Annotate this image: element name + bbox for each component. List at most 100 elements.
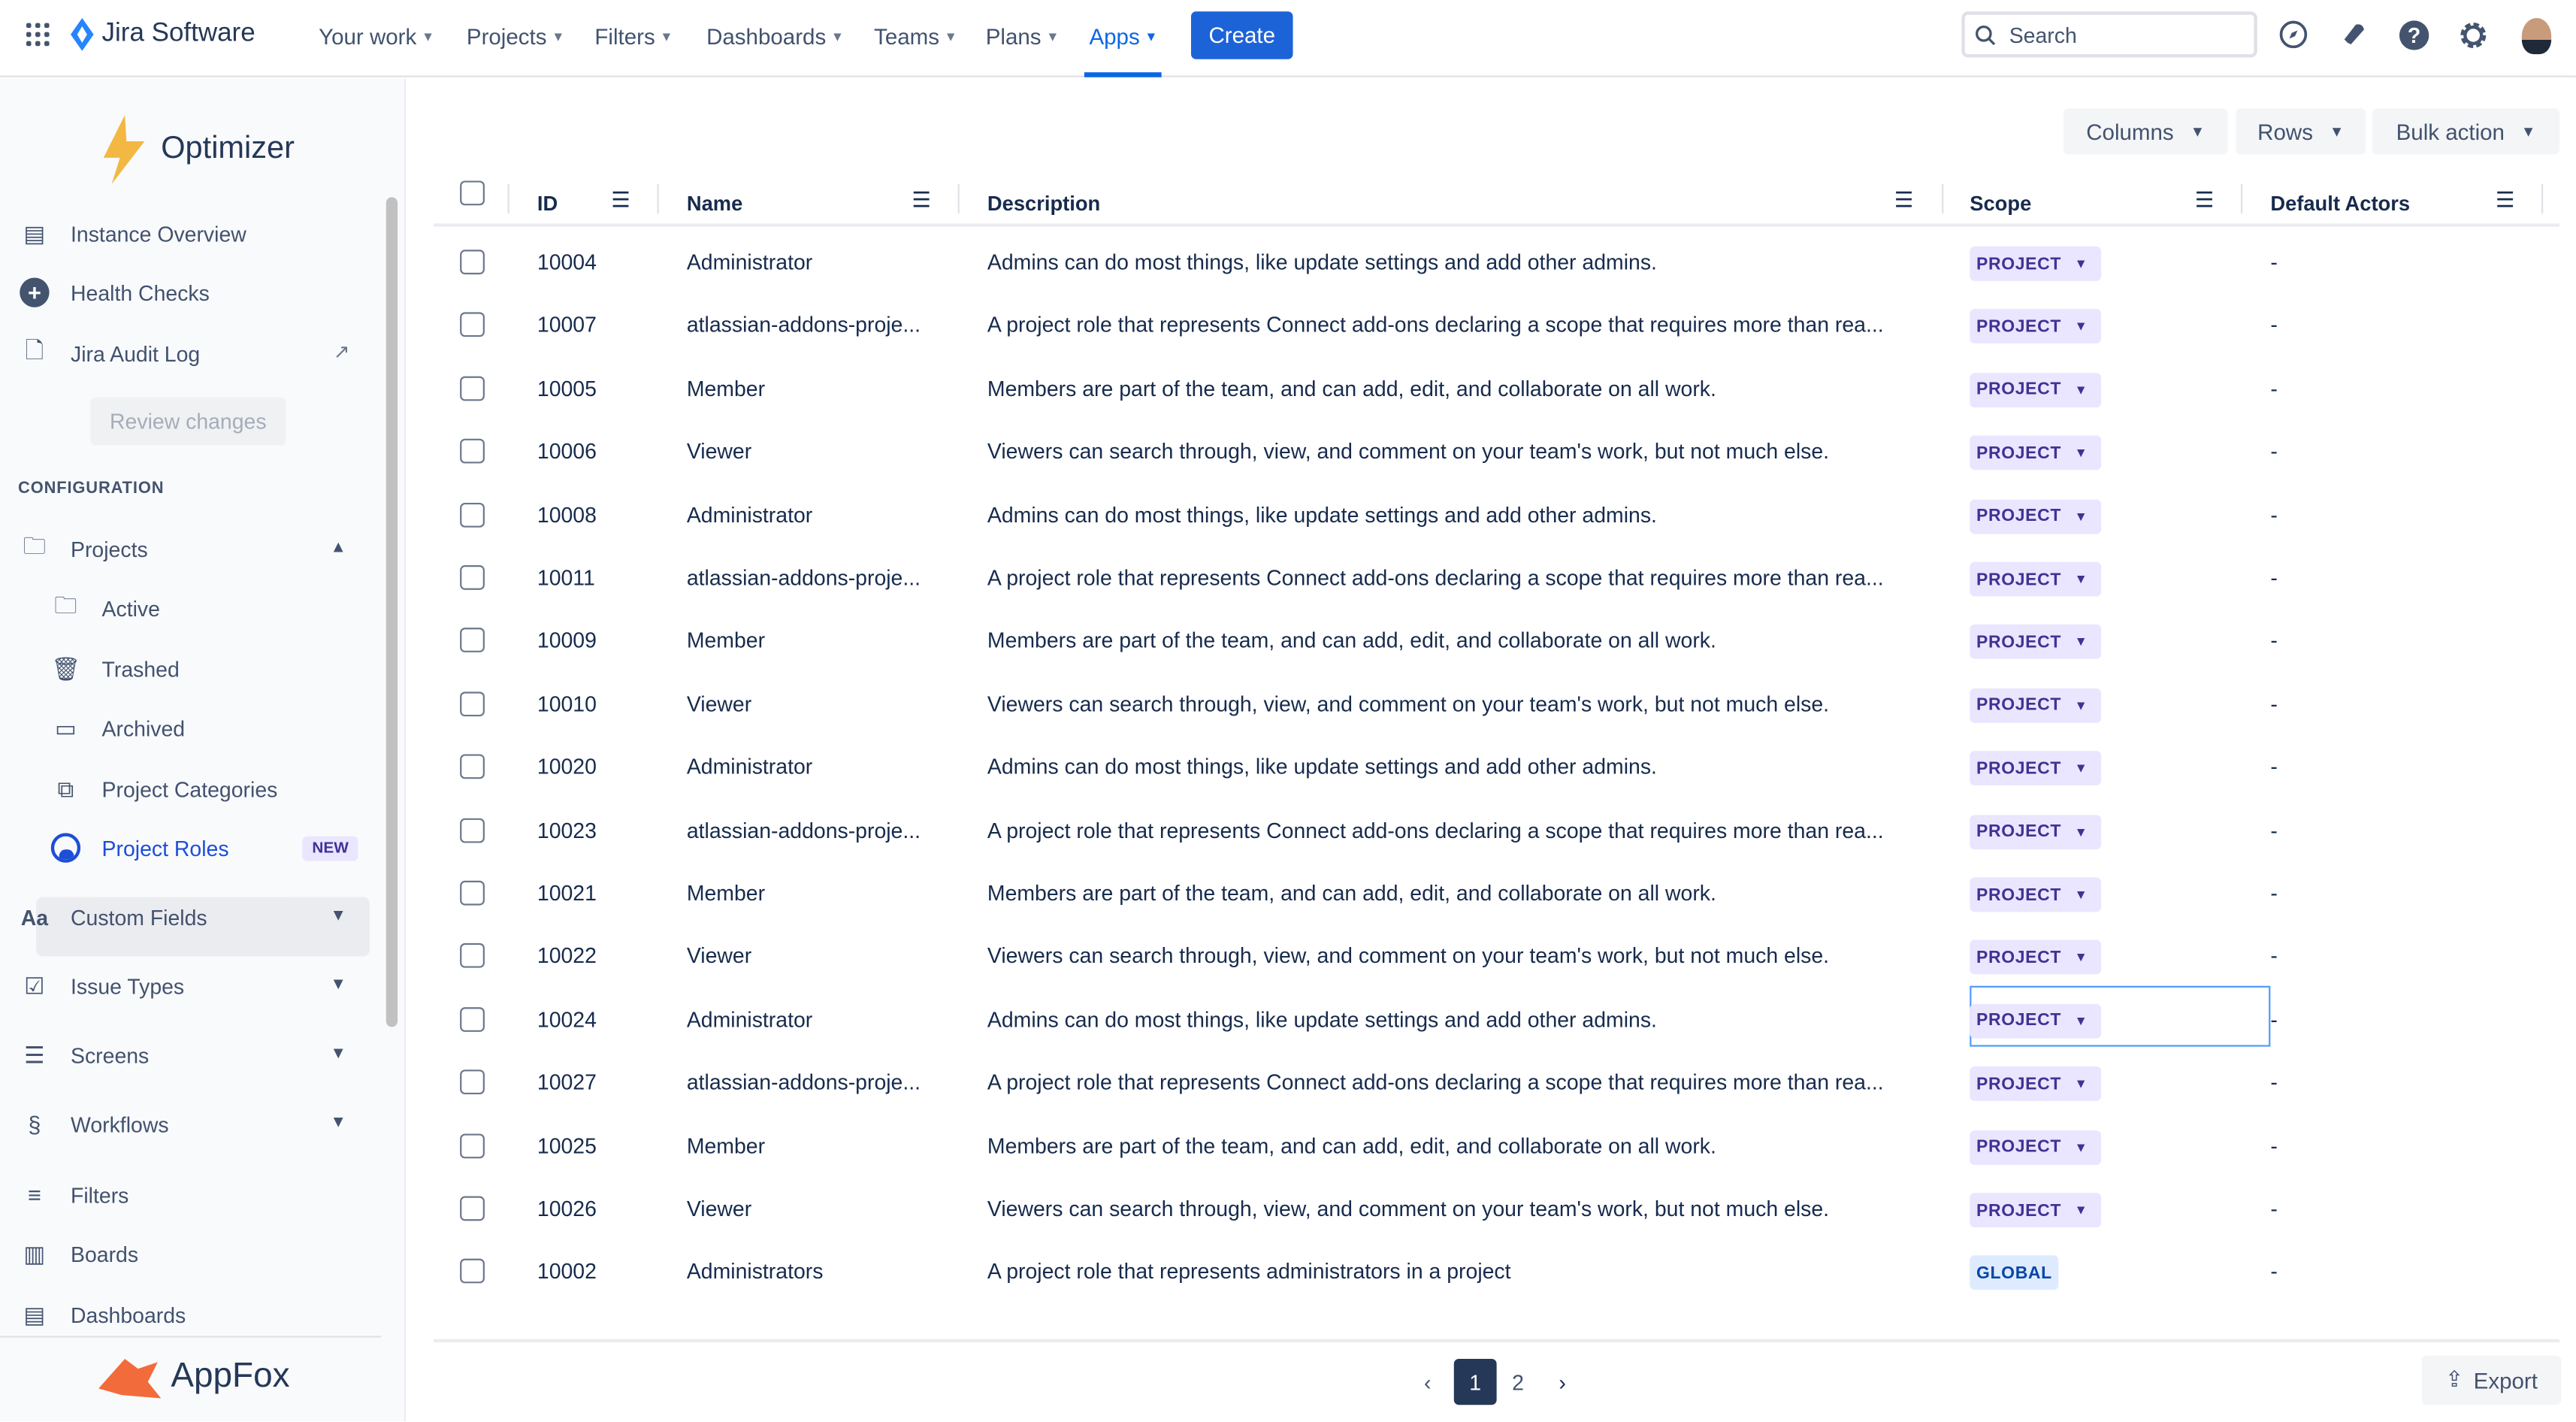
review-changes-button[interactable]: Review changes xyxy=(90,398,286,446)
chevron-down-icon[interactable]: ▼ xyxy=(330,1114,347,1133)
row-checkbox[interactable] xyxy=(460,1133,485,1158)
row-checkbox[interactable] xyxy=(460,250,485,275)
cell-scope[interactable]: PROJECT ▼ xyxy=(1970,372,2101,407)
cell-scope[interactable]: PROJECT ▼ xyxy=(1970,940,2101,976)
row-checkbox[interactable] xyxy=(460,880,485,906)
cell-scope[interactable]: PROJECT ▼ xyxy=(1970,814,2101,849)
table-row[interactable]: 10005 Member Members are part of the tea… xyxy=(434,356,2559,419)
chevron-down-icon[interactable]: ▼ xyxy=(330,976,347,994)
cell-scope[interactable]: PROJECT ▼ xyxy=(1970,688,2101,723)
cell-scope[interactable]: PROJECT ▼ xyxy=(1970,625,2101,660)
table-row[interactable]: 10009 Member Members are part of the tea… xyxy=(434,609,2559,671)
scope-badge[interactable]: PROJECT ▼ xyxy=(1970,940,2101,976)
row-checkbox[interactable] xyxy=(460,313,485,338)
sidebar-item-health-checks[interactable]: + Health Checks xyxy=(18,276,210,309)
sidebar-item-boards[interactable]: ▥ Boards xyxy=(18,1237,138,1270)
nav-plans[interactable]: Plans ▼ xyxy=(986,21,1060,50)
scope-badge[interactable]: GLOBAL xyxy=(1970,1256,2059,1291)
column-menu-icon[interactable]: ☰ xyxy=(2495,187,2515,213)
scope-badge[interactable]: PROJECT ▼ xyxy=(1970,1066,2101,1102)
column-menu-icon[interactable]: ☰ xyxy=(912,187,931,213)
page-1-button[interactable]: 1 xyxy=(1453,1358,1497,1405)
app-switcher-icon[interactable] xyxy=(25,21,51,47)
scope-badge[interactable]: PROJECT ▼ xyxy=(1970,246,2101,281)
chevron-up-icon[interactable]: ▲ xyxy=(330,539,347,558)
cell-scope[interactable]: PROJECT ▼ xyxy=(1970,1003,2101,1039)
sidebar-item-project-roles[interactable] xyxy=(36,897,370,957)
table-row[interactable]: 10021 Member Members are part of the tea… xyxy=(434,861,2559,924)
table-row[interactable]: 10006 Viewer Viewers can search through,… xyxy=(434,419,2559,482)
table-row[interactable]: 10027 atlassian-addons-proje... A projec… xyxy=(434,1050,2559,1112)
sidebar-item-dashboards[interactable]: ▤ Dashboards xyxy=(18,1298,186,1331)
row-checkbox[interactable] xyxy=(460,691,485,716)
cell-scope[interactable]: PROJECT ▼ xyxy=(1970,309,2101,344)
sidebar-scrollbar[interactable] xyxy=(385,197,398,1027)
row-checkbox[interactable] xyxy=(460,1196,485,1221)
table-row[interactable]: 10002 Administrators A project role that… xyxy=(434,1239,2559,1302)
column-menu-icon[interactable]: ☰ xyxy=(1894,187,1914,213)
settings-icon[interactable] xyxy=(2456,18,2489,51)
create-button[interactable]: Create xyxy=(1190,11,1293,59)
sidebar-item-trashed[interactable]: 🗑 Trashed xyxy=(50,652,180,685)
sidebar-item-project-roles-content[interactable]: Project Roles xyxy=(50,831,229,864)
scope-badge[interactable]: PROJECT ▼ xyxy=(1970,1003,2101,1039)
table-row[interactable]: 10007 atlassian-addons-proje... A projec… xyxy=(434,293,2559,356)
table-row[interactable]: 10026 Viewer Viewers can search through,… xyxy=(434,1176,2559,1239)
sidebar-item-filters[interactable]: ≡ Filters xyxy=(18,1178,128,1212)
sidebar-item-active[interactable]: 🗀 Active xyxy=(50,591,160,625)
row-checkbox[interactable] xyxy=(460,943,485,969)
header-scope[interactable]: Scope xyxy=(1970,192,2032,216)
sidebar-item-workflows[interactable]: § Workflows xyxy=(18,1107,168,1140)
scope-badge[interactable]: PROJECT ▼ xyxy=(1970,435,2101,470)
user-avatar[interactable] xyxy=(2521,18,2552,55)
table-row[interactable]: 10020 Administrator Admins can do most t… xyxy=(434,735,2559,797)
cell-scope[interactable]: PROJECT ▼ xyxy=(1970,1130,2101,1165)
cell-scope[interactable]: PROJECT ▼ xyxy=(1970,751,2101,786)
rows-button[interactable]: Rows ▼ xyxy=(2236,108,2366,155)
cell-scope[interactable]: PROJECT ▼ xyxy=(1970,246,2101,281)
search-input[interactable]: Search xyxy=(1961,11,2257,58)
scope-badge[interactable]: PROJECT ▼ xyxy=(1970,1193,2101,1228)
header-id[interactable]: ID xyxy=(537,192,558,216)
sidebar-item-archived[interactable]: ▭ Archived xyxy=(50,712,185,745)
scope-badge[interactable]: PROJECT ▼ xyxy=(1970,814,2101,849)
column-divider[interactable] xyxy=(657,183,659,214)
cell-scope[interactable]: PROJECT ▼ xyxy=(1970,1066,2101,1102)
notifications-icon[interactable] xyxy=(2338,18,2371,51)
header-description[interactable]: Description xyxy=(987,192,1101,216)
column-divider[interactable] xyxy=(957,183,960,214)
cell-scope[interactable]: PROJECT ▼ xyxy=(1970,561,2101,597)
scope-badge[interactable]: PROJECT ▼ xyxy=(1970,625,2101,660)
compass-icon[interactable] xyxy=(2277,18,2310,51)
row-checkbox[interactable] xyxy=(460,1070,485,1095)
nav-projects[interactable]: Projects ▼ xyxy=(467,21,565,50)
previous-page-icon[interactable]: ‹ xyxy=(1424,1369,1432,1394)
column-divider[interactable] xyxy=(2541,183,2544,214)
sidebar-item-custom-fields[interactable]: Aa Custom Fields xyxy=(18,900,207,933)
row-checkbox[interactable] xyxy=(460,1259,485,1284)
row-checkbox[interactable] xyxy=(460,502,485,527)
external-link-icon[interactable]: ↗ xyxy=(333,340,350,364)
header-default-actors[interactable]: Default Actors xyxy=(2270,192,2411,216)
jira-logo[interactable]: Jira Software xyxy=(71,18,255,51)
column-divider[interactable] xyxy=(1942,183,1944,214)
row-checkbox[interactable] xyxy=(460,439,485,464)
row-checkbox[interactable] xyxy=(460,1006,485,1032)
sidebar-item-project-categories[interactable]: ⧉ Project Categories xyxy=(50,773,278,806)
table-row[interactable]: 10024 Administrator Admins can do most t… xyxy=(434,985,2559,1049)
columns-button[interactable]: Columns ▼ xyxy=(2063,108,2228,155)
table-row[interactable]: 10022 Viewer Viewers can search through,… xyxy=(434,924,2559,986)
row-checkbox[interactable] xyxy=(460,628,485,653)
table-row[interactable]: 10008 Administrator Admins can do most t… xyxy=(434,483,2559,545)
sidebar-item-projects[interactable]: 🗀 Projects xyxy=(18,532,148,565)
scope-badge[interactable]: PROJECT ▼ xyxy=(1970,751,2101,786)
column-menu-icon[interactable]: ☰ xyxy=(2194,187,2215,213)
row-checkbox[interactable] xyxy=(460,817,485,843)
nav-apps[interactable]: Apps ▼ xyxy=(1089,21,1157,50)
nav-dashboards[interactable]: Dashboards ▼ xyxy=(706,21,844,50)
sidebar-item-instance-overview[interactable]: ▤ Instance Overview xyxy=(18,217,246,250)
row-checkbox[interactable] xyxy=(460,376,485,401)
scope-badge[interactable]: PROJECT ▼ xyxy=(1970,1130,2101,1165)
chevron-down-icon[interactable]: ▼ xyxy=(330,906,347,925)
header-name[interactable]: Name xyxy=(686,192,743,216)
